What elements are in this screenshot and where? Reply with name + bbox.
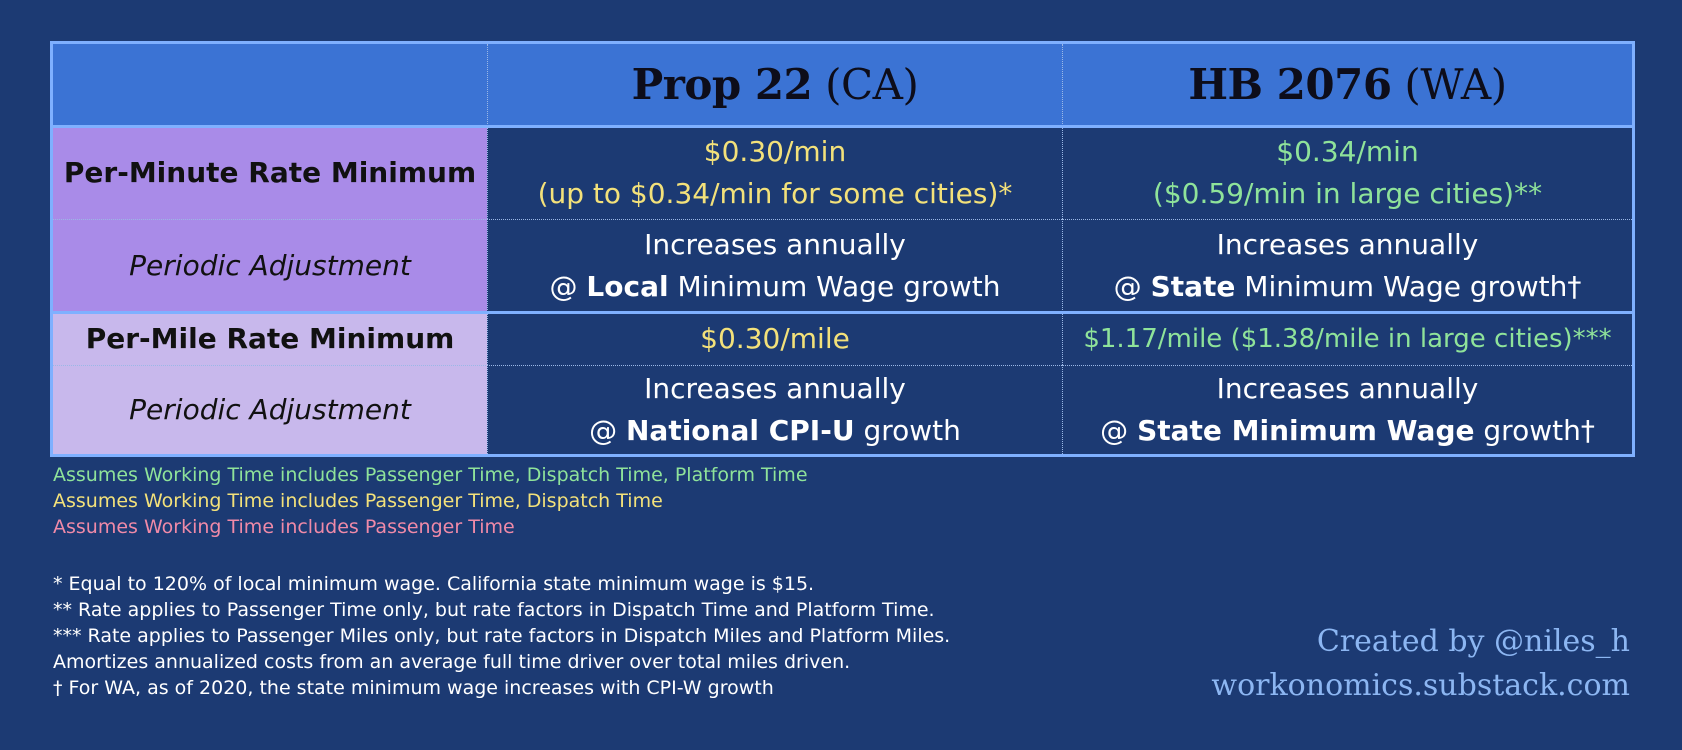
footnote: *** Rate applies to Passenger Miles only…	[53, 625, 951, 647]
table-grid: Prop 22 (CA) HB 2076 (WA) Per-Minute Rat…	[53, 44, 1632, 454]
credit-site: workonomics.substack.com	[1211, 668, 1630, 703]
wa-per-minute-adjustment-line2: @ State Minimum Wage growth†	[1113, 269, 1582, 303]
cell-wa-per-minute-adjustment: Increases annually @ State Minimum Wage …	[1062, 219, 1632, 312]
row-label-per-minute: Per-Minute Rate Minimum	[53, 126, 487, 219]
row-divider-2	[53, 365, 1632, 366]
credit: Created by @niles_h workonomics.substack…	[1211, 620, 1630, 708]
legend-pink: Assumes Working Time includes Passenger …	[53, 516, 515, 538]
row-label-per-mile: Per-Mile Rate Minimum	[53, 312, 487, 365]
row-label-per-minute-adjustment: Periodic Adjustment	[53, 219, 487, 312]
section-divider	[53, 311, 1632, 314]
cell-wa-per-mile-adjustment: Increases annually @ State Minimum Wage …	[1062, 365, 1632, 454]
header-hb2076-text: HB 2076 (WA)	[1188, 60, 1507, 109]
comparison-table: Prop 22 (CA) HB 2076 (WA) Per-Minute Rat…	[50, 41, 1635, 457]
row-label-per-mile-adjustment: Periodic Adjustment	[53, 365, 487, 454]
cell-ca-per-mile: $0.30/mile	[487, 312, 1062, 365]
footnote: ** Rate applies to Passenger Time only, …	[53, 599, 935, 621]
cell-wa-per-minute: $0.34/min ($0.59/min in large cities)**	[1062, 126, 1632, 219]
header-hb2076: HB 2076 (WA)	[1062, 44, 1632, 126]
legend-yellow: Assumes Working Time includes Passenger …	[53, 490, 663, 512]
cell-wa-per-mile: $1.17/mile ($1.38/mile in large cities)*…	[1062, 312, 1632, 365]
credit-author: Created by @niles_h	[1316, 624, 1630, 659]
color-legend: Assumes Working Time includes Passenger …	[53, 462, 808, 540]
footnote: Amortizes annualized costs from an avera…	[53, 651, 851, 673]
wa-per-mile-adjustment-line2: @ State Minimum Wage growth†	[1100, 413, 1595, 447]
ca-per-minute-adjustment-line2: @ Local Minimum Wage growth	[549, 269, 1001, 303]
row-divider-1	[53, 219, 1632, 220]
cell-ca-per-minute-adjustment: Increases annually @ Local Minimum Wage …	[487, 219, 1062, 312]
header-prop22-text: Prop 22 (CA)	[631, 60, 919, 109]
ca-per-mile-adjustment-line2: @ National CPI-U growth	[589, 413, 961, 447]
footnote: † For WA, as of 2020, the state minimum …	[53, 677, 774, 699]
legend-green: Assumes Working Time includes Passenger …	[53, 464, 808, 486]
footnotes: * Equal to 120% of local minimum wage. C…	[53, 571, 1053, 701]
header-prop22: Prop 22 (CA)	[487, 44, 1062, 126]
footnote: * Equal to 120% of local minimum wage. C…	[53, 573, 815, 595]
header-divider	[53, 125, 1632, 128]
cell-ca-per-mile-adjustment: Increases annually @ National CPI-U grow…	[487, 365, 1062, 454]
header-empty-cell	[53, 44, 487, 126]
cell-ca-per-minute: $0.30/min (up to $0.34/min for some citi…	[487, 126, 1062, 219]
